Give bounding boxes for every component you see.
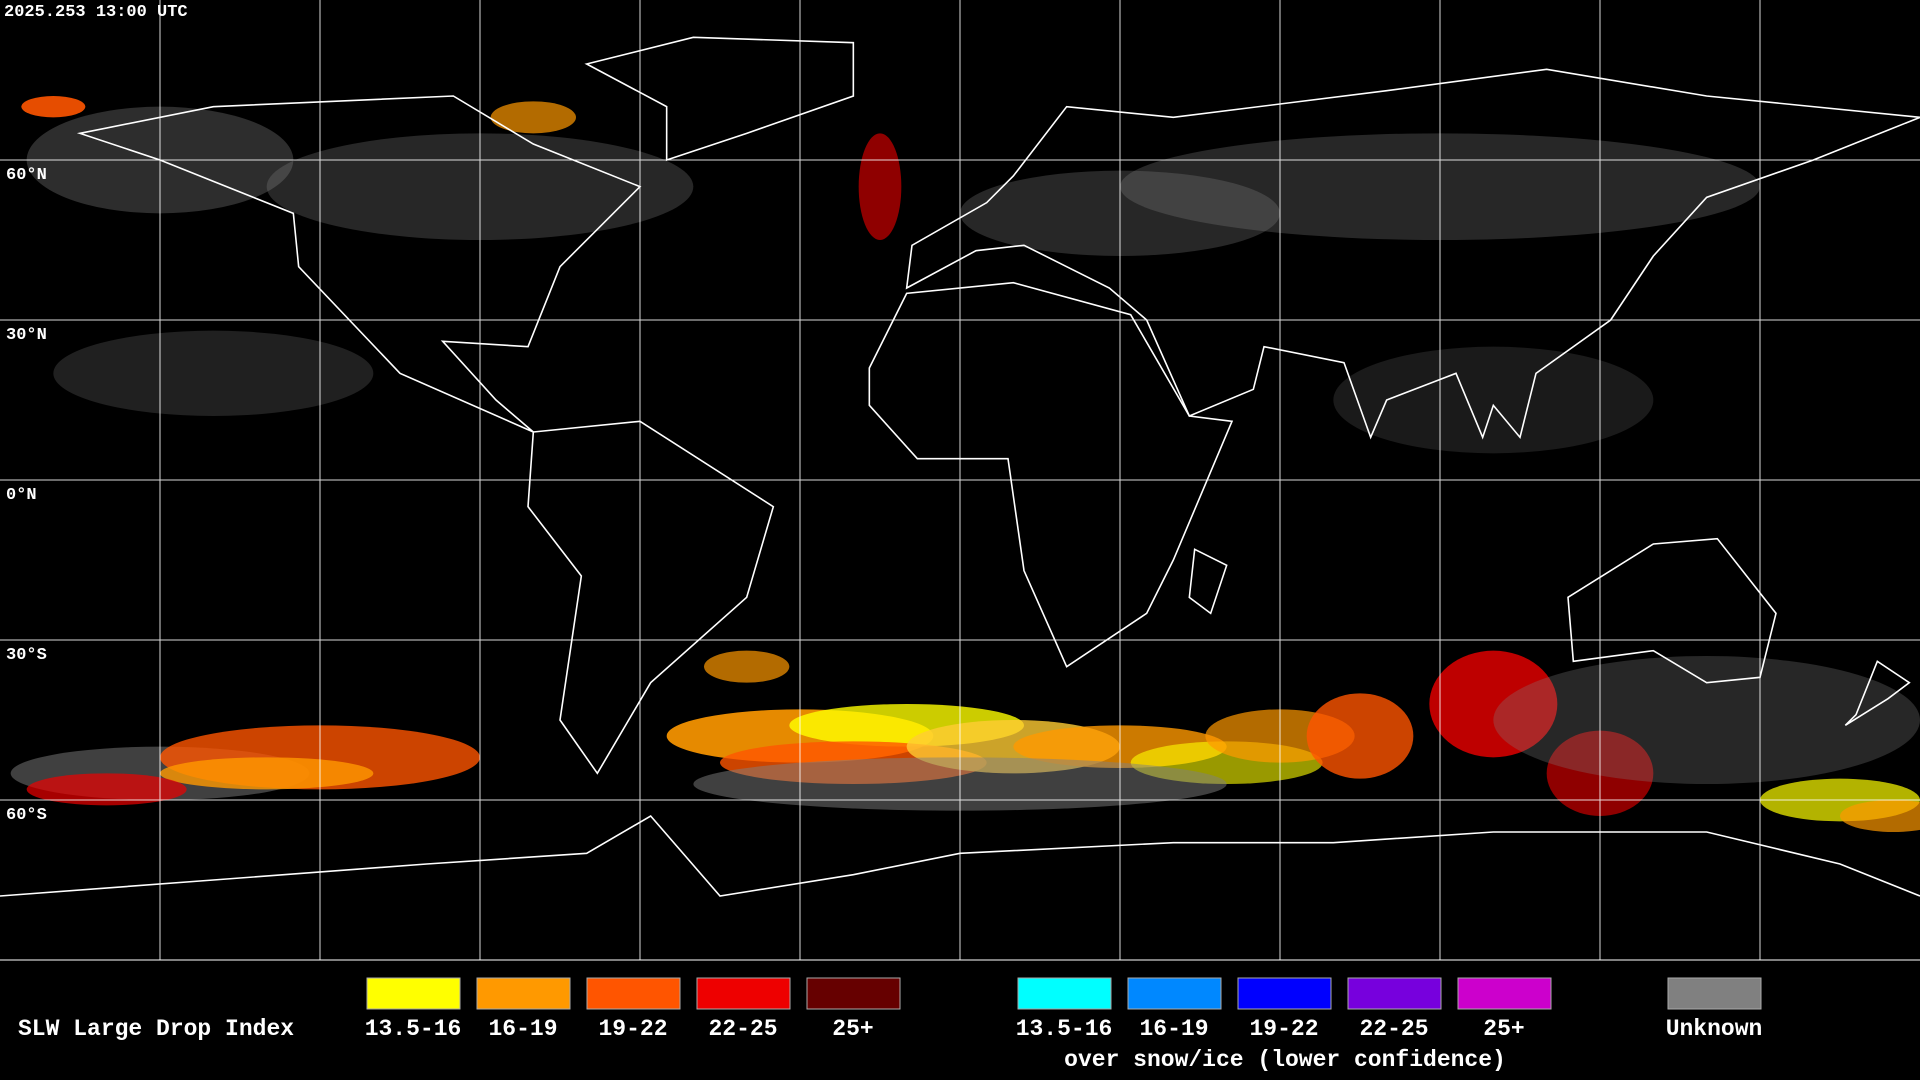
legend-title: SLW Large Drop Index (18, 1016, 294, 1042)
cloud-blob (1493, 656, 1920, 784)
legend-swatch (366, 977, 461, 1010)
legend-swatch (1667, 977, 1762, 1010)
coastline (1188, 548, 1228, 615)
legend-label: 25+ (832, 1016, 873, 1042)
legend-label: 22-25 (708, 1016, 777, 1042)
cloud-blob (53, 330, 374, 416)
legend-label: 16-19 (1139, 1016, 1208, 1042)
cloud-blob (1333, 346, 1654, 454)
latitude-label: 0°N (6, 486, 37, 505)
timestamp: 2025.253 13:00 UTC (4, 3, 188, 22)
cloud-blob (21, 96, 86, 118)
legend-label: 19-22 (598, 1016, 667, 1042)
cloud-blob (160, 757, 374, 790)
legend-label: 13.5-16 (365, 1016, 462, 1042)
grid (0, 0, 1920, 960)
cloud-blob (26, 773, 187, 806)
legend-swatch (1127, 977, 1222, 1010)
legend: 13.5-16 16-19 19-22 22-25 25+ 13.5-16 16-19 19-… (365, 977, 1763, 1042)
latitude-label: 30°N (6, 326, 47, 345)
coastline (527, 420, 775, 775)
legend-swatch (1457, 977, 1552, 1010)
legend-swatch (1347, 977, 1442, 1010)
cloud-field (10, 96, 1920, 832)
legend-swatch (586, 977, 681, 1010)
legend-swatch (696, 977, 791, 1010)
cloud-blob (704, 650, 790, 683)
legend-label: 19-22 (1249, 1016, 1318, 1042)
coastline (584, 36, 855, 162)
coastline (0, 814, 1920, 897)
legend-swatch (476, 977, 571, 1010)
cloud-blob (1840, 800, 1920, 832)
cloud-blob (858, 133, 902, 240)
legend-label: Unknown (1666, 1016, 1763, 1042)
coastline (1844, 660, 1911, 727)
cloud-blob (490, 101, 576, 134)
legend-label: 22-25 (1359, 1016, 1428, 1042)
legend-swatch (806, 977, 901, 1010)
legend-swatch (1017, 977, 1112, 1010)
latitude-label: 30°S (6, 646, 47, 665)
latitude-label: 60°S (6, 806, 47, 825)
legend-swatch (1237, 977, 1332, 1010)
legend-label: 13.5-16 (1016, 1016, 1113, 1042)
cloud-blob (1306, 693, 1414, 779)
latitude-labels: 60°N 30°N 0°N 30°S 60°S (6, 166, 47, 825)
legend-label: 25+ (1483, 1016, 1524, 1042)
legend-label: 16-19 (488, 1016, 557, 1042)
legend-caption: over snow/ice (lower confidence) (1064, 1047, 1506, 1073)
coastline (868, 281, 1234, 668)
latitude-label: 60°N (6, 166, 47, 185)
cloud-blob (1429, 650, 1558, 758)
